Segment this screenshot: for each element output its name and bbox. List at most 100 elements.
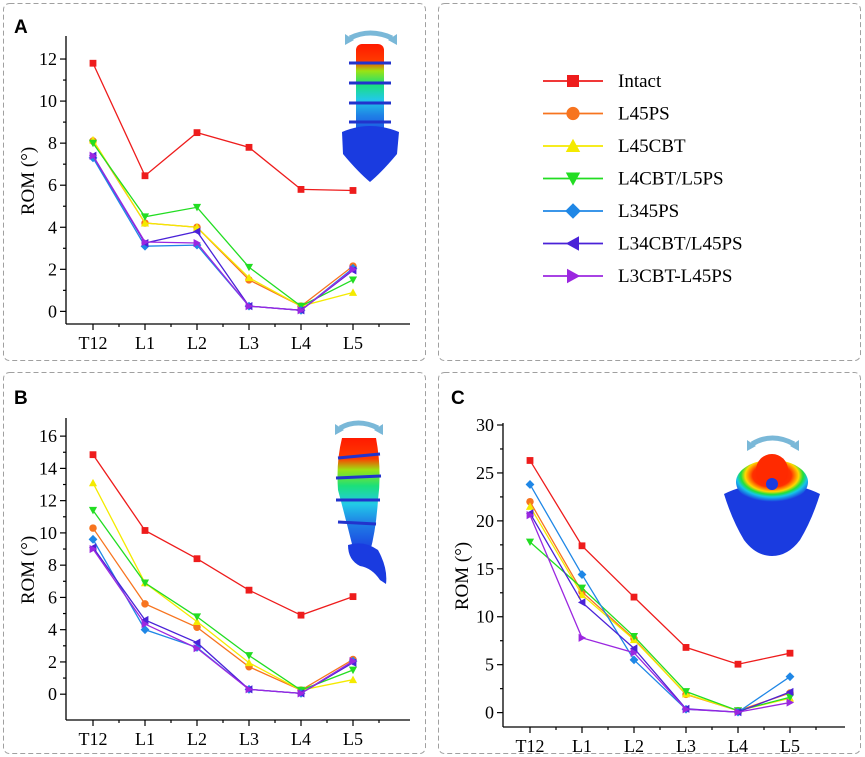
legend-marker-l3cbt-l45ps	[567, 268, 581, 284]
point-a-l4cbt-l5ps-l3	[244, 263, 254, 272]
point-b-l345ps-t12	[88, 534, 98, 544]
point-b-l45ps-l2	[193, 623, 201, 631]
spine-illustration-c	[724, 435, 820, 556]
point-c-l45cbt-l1	[577, 590, 587, 599]
y-tick-label-c: 10	[476, 607, 494, 627]
point-a-l45cbt-l5	[348, 288, 358, 296]
point-b-intact-l5	[349, 593, 357, 601]
y-axis-title-a: ROM (°)	[18, 147, 39, 215]
legend-label-l345ps: L345PS	[618, 201, 679, 222]
point-c-l45ps-t12	[526, 497, 534, 506]
panel-a-frame	[3, 3, 426, 361]
point-a-l3cbt-l45ps-l1	[141, 237, 150, 247]
x-tick-label-c-l3: L3	[676, 736, 696, 756]
panel-letter-c: C	[451, 388, 465, 409]
panel-legend-frame	[438, 3, 861, 361]
legend-label-l45ps: L45PS	[618, 104, 670, 125]
point-c-l45cbt-t12	[525, 502, 535, 510]
series-line-a-l34cbt-l45ps	[92, 155, 354, 311]
x-tick-label-b-t12: T12	[79, 729, 108, 749]
point-b-intact-l4	[297, 611, 305, 619]
point-c-l34cbt-l45ps-l2	[629, 644, 638, 653]
series-line-a-l3cbt-l45ps	[92, 155, 354, 311]
point-c-intact-t12	[526, 457, 534, 464]
point-b-l3cbt-l45ps-t12	[89, 544, 98, 554]
point-a-l34cbt-l45ps-l2	[192, 227, 201, 236]
point-a-intact-l3	[245, 143, 253, 151]
panel-letter-b: B	[14, 388, 28, 409]
x-tick-label-a-l4: L4	[291, 333, 311, 353]
point-b-l4cbt-l5ps-l3	[244, 652, 254, 660]
y-tick-label-c: 30	[476, 415, 494, 435]
point-c-l4cbt-l5ps-l5	[785, 693, 795, 702]
point-b-l34cbt-l45ps-l1	[140, 615, 149, 625]
series-line-a-l4cbt-l5ps	[92, 142, 354, 307]
point-c-intact-l4	[734, 660, 742, 668]
point-c-l3cbt-l45ps-t12	[526, 511, 535, 520]
legend-marker-l4cbt-l5ps	[565, 172, 581, 186]
y-axis-title-b: ROM (°)	[18, 536, 39, 604]
x-tick-label-a-l3: L3	[239, 333, 259, 353]
series-line-b-l34cbt-l45ps	[92, 547, 354, 695]
point-c-l4cbt-l5ps-t12	[525, 538, 535, 547]
y-tick-label-c: 20	[476, 511, 494, 531]
y-tick-label-a: 2	[48, 259, 57, 279]
panel-letter-a: A	[14, 17, 28, 38]
legend-marker-l345ps	[565, 203, 581, 219]
point-b-intact-l2	[193, 555, 201, 563]
legend-marker-l45cbt	[565, 138, 581, 152]
point-b-intact-t12	[89, 451, 97, 459]
series-line-b-l345ps	[92, 539, 354, 695]
y-tick-label-b: 6	[48, 587, 57, 607]
x-tick-label-c-l1: L1	[572, 736, 592, 756]
legend-label-l45cbt: L45CBT	[618, 136, 686, 157]
legend-label-l3cbt-l45ps: L3CBT-L45PS	[618, 266, 732, 287]
legend-marker-l34cbt-l45ps	[565, 236, 579, 251]
point-c-l345ps-l2	[629, 655, 639, 665]
point-c-intact-l2	[630, 593, 638, 601]
point-c-l3cbt-l45ps-l1	[578, 633, 587, 642]
point-c-l4cbt-l5ps-l3	[681, 688, 691, 696]
y-tick-label-a: 10	[39, 91, 57, 111]
point-a-l3cbt-l45ps-l3	[245, 302, 254, 311]
point-c-l34cbt-l45ps-l1	[577, 598, 586, 607]
point-a-l45cbt-l1	[140, 218, 150, 227]
chart-panel-b: B 0 2 4 6 8 10 12 14 16 T12 L1 L2 L3 L4 L5 ROM (°)	[14, 388, 410, 749]
chart-panel-a: A 0 2 4 6 8 10 12 T12 L1 L2 L3 L4 L5 ROM (°)	[14, 17, 410, 353]
y-axis-title-c: ROM (°)	[452, 542, 473, 610]
point-b-l3cbt-l45ps-l1	[141, 619, 150, 629]
point-a-l4cbt-l5ps-l1	[140, 213, 150, 221]
legend-marker-l45ps	[566, 106, 580, 121]
series-line-a-l345ps	[92, 157, 354, 311]
y-tick-label-c: 25	[476, 463, 494, 483]
point-c-l345ps-t12	[525, 480, 535, 489]
point-c-l345ps-l1	[577, 570, 587, 579]
x-tick-label-c-t12: T12	[516, 736, 545, 756]
point-c-l3cbt-l45ps-l3	[682, 705, 691, 714]
point-a-l45cbt-l3	[244, 273, 254, 282]
x-tick-label-c-l2: L2	[624, 736, 644, 756]
x-tick-label-a-l2: L2	[187, 333, 207, 353]
point-c-intact-l3	[682, 644, 690, 651]
y-tick-label-a: 8	[48, 133, 57, 153]
series-line-c-intact	[529, 460, 791, 665]
legend-label-l34cbt-l45ps: L34CBT/L45PS	[618, 234, 743, 255]
point-a-l3cbt-l45ps-l2	[193, 238, 202, 248]
point-c-l4cbt-l5ps-l2	[629, 633, 639, 641]
x-tick-label-c-l4: L4	[728, 736, 748, 756]
point-b-l3cbt-l45ps-l4	[297, 689, 306, 698]
y-tick-label-b: 12	[39, 491, 57, 511]
y-tick-label-b: 0	[48, 684, 57, 704]
x-tick-label-b-l5: L5	[343, 729, 363, 749]
point-a-intact-l5	[349, 187, 357, 194]
x-tick-label-a-t12: T12	[79, 333, 108, 353]
x-tick-label-b-l1: L1	[135, 729, 155, 749]
x-tick-label-b-l3: L3	[239, 729, 259, 749]
x-tick-label-a-l1: L1	[135, 333, 155, 353]
series-line-a-intact	[92, 62, 354, 192]
legend-marker-intact	[567, 75, 579, 87]
point-b-l45cbt-l2	[192, 617, 202, 626]
series-line-b-l45ps	[92, 527, 354, 691]
point-c-intact-l5	[786, 649, 794, 657]
spine-illustration-a	[342, 30, 399, 182]
